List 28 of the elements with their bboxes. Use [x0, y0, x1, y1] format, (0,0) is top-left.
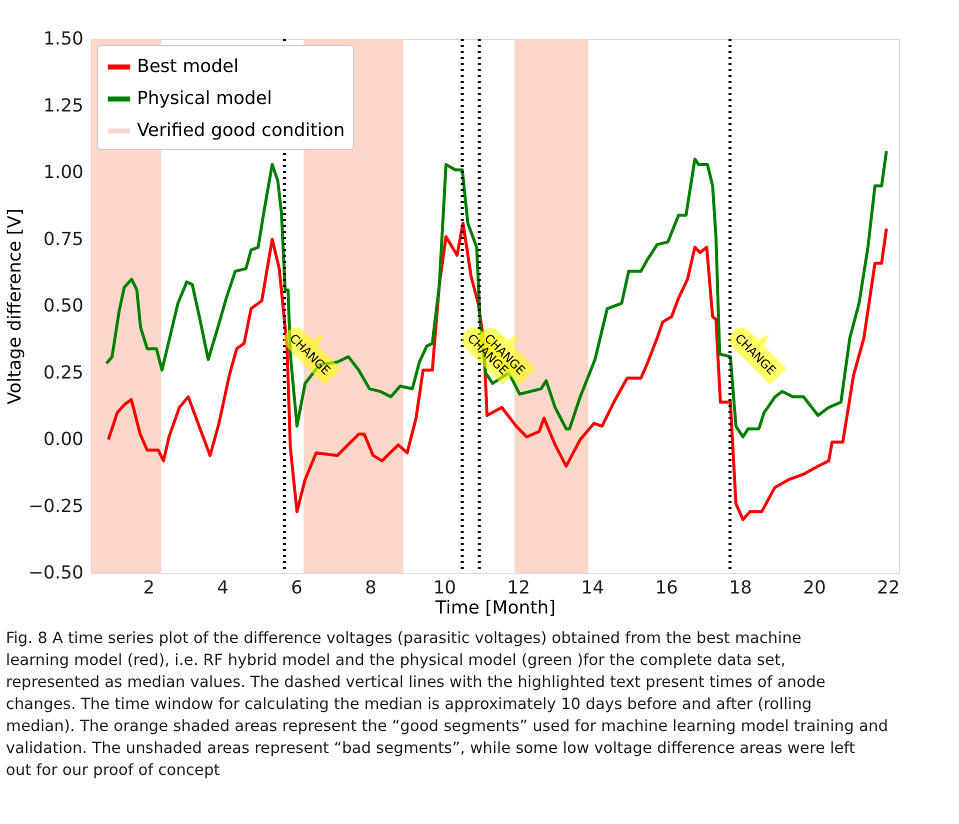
y-axis-title: Voltage difference [V] — [4, 208, 26, 404]
caption: Fig. 8 A time series plot of the difference voltages (parasitic voltages) obtained from the best machine learning model (red), i.e. RF hybrid model and the physical model (green )for the complete data set, represented as median values. The dashed vertical lines with the highlighted text present times of anode changes. The time window for calculating the median is approximately 10 days before and after (rolling median). The orange shaded areas represent the “good segments” used for machine learning model training and validation. The unshaded areas represent “bad segments”, while some low voltage difference areas were left out for our proof of concept — [6, 629, 888, 779]
x-tick-label: 4 — [217, 578, 229, 598]
y-tick-label: 0.25 — [43, 362, 84, 384]
legend-label: Best model — [137, 56, 239, 77]
y-tick-label: 1.50 — [43, 28, 84, 50]
x-tick-label: 10 — [433, 578, 456, 598]
x-tick-label: 12 — [507, 578, 530, 598]
x-tick-label: 22 — [876, 578, 900, 598]
line-series — [105, 150, 888, 438]
y-tick-label: −0.25 — [28, 496, 84, 517]
band-label: Verified good condition — [137, 120, 345, 141]
x-tick-label: 8 — [364, 578, 376, 598]
legend-label: Physical model — [137, 88, 272, 109]
x-tick-label: 6 — [291, 578, 302, 598]
x-tick-label: 2 — [143, 578, 155, 598]
x-axis-title: Time [Month] — [434, 598, 556, 618]
y-tick-label: 0.75 — [43, 228, 84, 250]
x-tick-label: 20 — [802, 578, 826, 598]
x-tick-label: 16 — [655, 578, 678, 598]
y-tick-label: 1.25 — [43, 95, 84, 116]
y-tick-label: −0.50 — [28, 562, 84, 584]
y-tick-label: 0.50 — [43, 296, 84, 316]
y-tick-label: 1.00 — [43, 162, 84, 183]
y-tick-label: 0.00 — [43, 429, 84, 450]
x-tick-label: 18 — [729, 578, 752, 598]
x-tick-label: 14 — [581, 578, 604, 598]
line-series — [106, 222, 888, 522]
